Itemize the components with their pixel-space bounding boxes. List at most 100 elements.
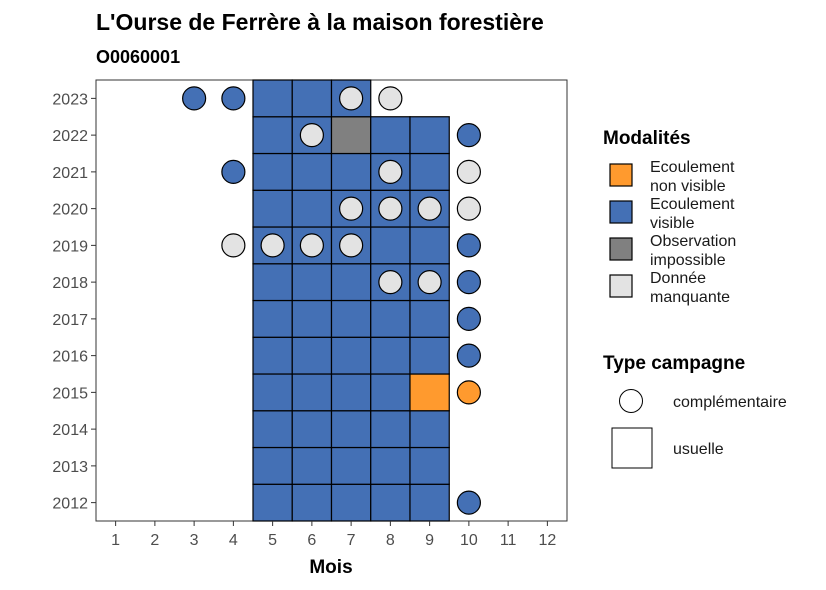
legend-square-key <box>611 427 653 469</box>
x-tick-label: 10 <box>460 532 478 549</box>
complementaire-point-2022-10 <box>456 123 481 148</box>
usuelle-cell-2012-7 <box>330 483 372 522</box>
complementaire-point-2016-10 <box>456 343 481 368</box>
usuelle-cell-2021-5 <box>252 152 293 191</box>
usuelle-cell-2015-9 <box>409 373 450 412</box>
usuelle-cell-2021-6 <box>291 152 333 191</box>
usuelle-cell-2012-5 <box>252 483 293 522</box>
usuelle-cell-2020-8 <box>370 189 411 228</box>
y-tick-label: 2020 <box>52 202 88 219</box>
complementaire-point-2020-7 <box>339 196 364 221</box>
usuelle-cell-2014-6 <box>291 410 333 449</box>
y-tick-label: 2014 <box>52 422 88 439</box>
y-tick-label: 2017 <box>52 312 88 329</box>
complementaire-point-2021-8 <box>378 159 403 184</box>
y-tick-label: 2021 <box>52 165 88 182</box>
complementaire-point-2023-7 <box>339 86 364 111</box>
legend-label-line1: Donnée <box>650 270 706 287</box>
y-axis: 2012 2013 2014 2015 2016 2017 2018 2019 2020 2021… <box>52 91 96 513</box>
x-axis-label: Mois <box>309 557 352 578</box>
usuelle-cell-2017-5 <box>252 299 293 338</box>
usuelle-cell-2016-5 <box>252 336 293 375</box>
usuelle-cell-2016-8 <box>370 336 411 375</box>
usuelle-cell-2023-5 <box>252 79 293 118</box>
usuelle-cell-2015-5 <box>252 373 293 412</box>
usuelle-cell-2018-5 <box>252 263 293 302</box>
y-tick-label: 2018 <box>52 275 88 292</box>
legend-key-EV <box>609 200 633 224</box>
complementaire-point-2021-10 <box>456 159 481 184</box>
usuelle-cell-2017-6 <box>291 299 333 338</box>
complementaire-point-2019-7 <box>339 233 364 258</box>
y-tick-label: 2016 <box>52 349 88 366</box>
usuelle-cell-2020-6 <box>291 189 333 228</box>
usuelle-cell-2014-5 <box>252 410 293 449</box>
usuelle-cell-2023-6 <box>291 79 333 118</box>
legend-type-title: Type campagne <box>603 353 745 374</box>
complementaire-point-2018-9 <box>417 270 442 295</box>
usuelle-cell-2017-8 <box>370 299 411 338</box>
x-tick-label: 3 <box>190 532 199 549</box>
usuelle-cell-2022-7 <box>330 116 372 155</box>
complementaire-point-2023-8 <box>378 86 403 111</box>
usuelle-cell-2017-9 <box>409 299 450 338</box>
complementaire-point-2012-10 <box>456 490 481 515</box>
legend-label-line2: non visible <box>650 178 726 195</box>
usuelle-cell-2022-5 <box>252 116 293 155</box>
y-tick-label: 2022 <box>52 128 88 145</box>
usuelle-cell-2022-9 <box>409 116 450 155</box>
usuelle-cell-2016-6 <box>291 336 333 375</box>
legend-label-line1: Ecoulement <box>650 196 735 213</box>
usuelle-cell-2015-6 <box>291 373 333 412</box>
legend-key-DM <box>609 274 633 298</box>
legend-label-line2: visible <box>650 215 695 232</box>
usuelle-cell-2018-7 <box>330 263 372 302</box>
usuelle-cell-2018-6 <box>291 263 333 302</box>
usuelle-cell-2016-7 <box>330 336 372 375</box>
usuelle-cell-2017-7 <box>330 299 372 338</box>
complementaire-point-2018-10 <box>456 270 481 295</box>
legend-modalites-title: Modalités <box>603 128 691 149</box>
y-tick-label: 2023 <box>52 91 88 108</box>
usuelle-cell-2012-6 <box>291 483 333 522</box>
usuelle-cell-2014-8 <box>370 410 411 449</box>
legend-label-line2: manquante <box>650 289 730 306</box>
usuelle-cell-2013-6 <box>291 446 333 485</box>
complementaire-point-2023-4 <box>221 86 246 111</box>
usuelle-cell-2019-8 <box>370 226 411 265</box>
complementaire-point-2019-5 <box>260 233 285 258</box>
complementaire-point-2019-6 <box>299 233 324 258</box>
usuelle-cell-2014-7 <box>330 410 372 449</box>
x-tick-label: 4 <box>229 532 238 549</box>
x-tick-label: 1 <box>111 532 120 549</box>
legend-type: Type campagne complémentaire usuelle <box>603 353 787 469</box>
complementaire-point-2020-10 <box>456 196 481 221</box>
x-tick-label: 9 <box>425 532 434 549</box>
complementaire-point-2020-9 <box>417 196 442 221</box>
usuelle-cell-2021-9 <box>409 152 450 191</box>
complementaire-point-2019-4 <box>221 233 246 258</box>
x-tick-label: 12 <box>538 532 556 549</box>
y-tick-label: 2012 <box>52 496 88 513</box>
x-tick-label: 11 <box>500 532 517 549</box>
usuelle-cell-2022-8 <box>370 116 411 155</box>
legend-key-OI <box>609 237 633 261</box>
legend-label-line1: Ecoulement <box>650 159 735 176</box>
legend-usuelle-label: usuelle <box>673 441 724 458</box>
complementaire-point-2019-10 <box>456 233 481 258</box>
complementaire-point-2022-6 <box>299 123 324 148</box>
x-axis: 1 2 3 4 5 6 7 8 9 10 11 12 <box>111 521 556 549</box>
usuelle-cell-2012-8 <box>370 483 411 522</box>
complementaire-point-2018-8 <box>378 270 403 295</box>
complementaire-point-2015-10 <box>456 380 481 405</box>
chart-subtitle: O0060001 <box>96 47 180 67</box>
y-tick-label: 2019 <box>52 238 88 255</box>
usuelle-cell-2013-7 <box>330 446 372 485</box>
usuelle-cell-2021-7 <box>330 152 372 191</box>
complementaire-point-2017-10 <box>456 306 481 331</box>
complementaire-points <box>182 86 481 515</box>
x-tick-label: 5 <box>268 532 277 549</box>
usuelle-cell-2014-9 <box>409 410 450 449</box>
